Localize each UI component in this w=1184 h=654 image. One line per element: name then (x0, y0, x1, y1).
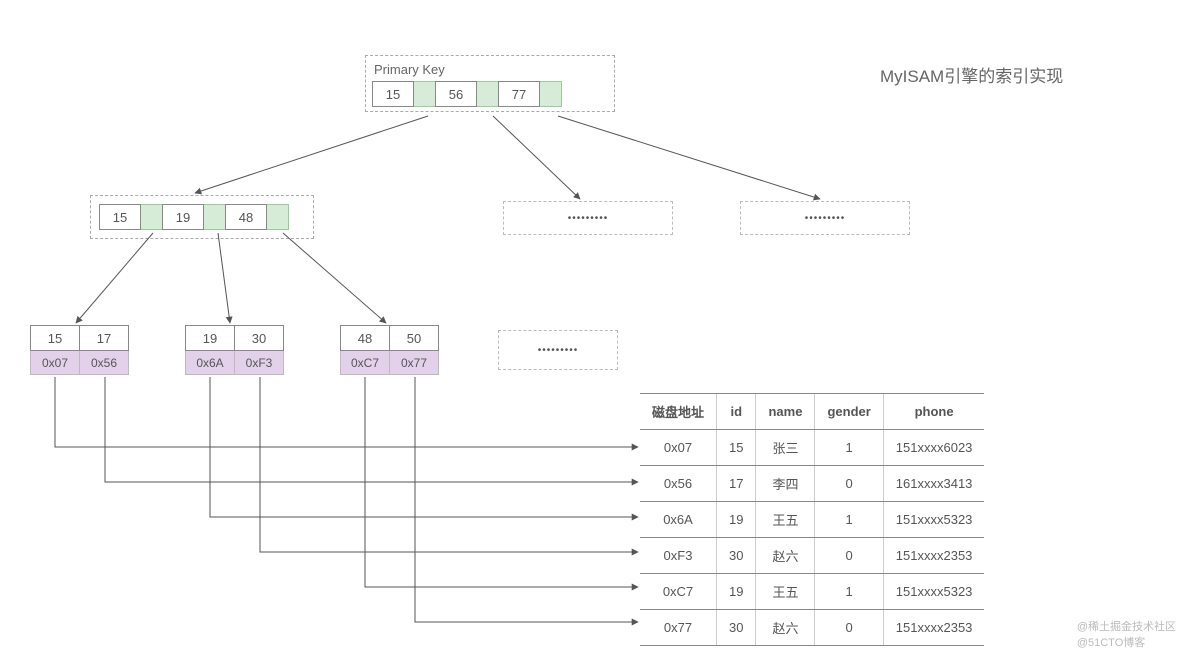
table-cell: 0 (815, 466, 883, 502)
table-cell: 151xxxx2353 (883, 610, 984, 646)
table-row: 0xF330赵六0151xxxx2353 (640, 538, 984, 574)
table-cell: 161xxxx3413 (883, 466, 984, 502)
btree-internal: 15 19 48 (90, 195, 314, 239)
table-cell: 151xxxx6023 (883, 430, 984, 466)
root-ptr (540, 81, 562, 107)
btree-leaf: 19 30 0x6A 0xF3 (185, 325, 284, 375)
table-cell: 0xF3 (640, 538, 717, 574)
leaf-addr: 0xC7 (340, 351, 390, 375)
child-ptr (204, 204, 226, 230)
table-cell: 30 (717, 538, 756, 574)
table-cell: 1 (815, 502, 883, 538)
table-cell: 30 (717, 610, 756, 646)
leaf-key: 19 (185, 325, 235, 351)
root-key: 15 (372, 81, 414, 107)
table-row: 0xC719王五1151xxxx5323 (640, 574, 984, 610)
col-addr: 磁盘地址 (640, 394, 717, 430)
table-cell: 王五 (756, 574, 815, 610)
table-cell: 王五 (756, 502, 815, 538)
table-cell: 0 (815, 538, 883, 574)
table-cell: 张三 (756, 430, 815, 466)
col-gender: gender (815, 394, 883, 430)
col-phone: phone (883, 394, 984, 430)
placeholder-node: ••••••••• (503, 201, 673, 235)
table-cell: 19 (717, 574, 756, 610)
data-table: 磁盘地址 id name gender phone 0x0715张三1151xx… (640, 393, 984, 646)
table-row: 0x7730赵六0151xxxx2353 (640, 610, 984, 646)
root-ptr (477, 81, 499, 107)
root-ptr (414, 81, 436, 107)
table-header-row: 磁盘地址 id name gender phone (640, 394, 984, 430)
table-cell: 17 (717, 466, 756, 502)
page-title: MyISAM引擎的索引实现 (880, 62, 1063, 87)
table-row: 0x6A19王五1151xxxx5323 (640, 502, 984, 538)
root-key: 77 (498, 81, 540, 107)
table-cell: 151xxxx2353 (883, 538, 984, 574)
table-row: 0x0715张三1151xxxx6023 (640, 430, 984, 466)
child-ptr (267, 204, 289, 230)
table-cell: 151xxxx5323 (883, 574, 984, 610)
table-cell: 19 (717, 502, 756, 538)
table-cell: 0x6A (640, 502, 717, 538)
placeholder-node: ••••••••• (740, 201, 910, 235)
root-key: 56 (435, 81, 477, 107)
table-cell: 赵六 (756, 538, 815, 574)
child-key: 48 (225, 204, 267, 230)
table-cell: 1 (815, 574, 883, 610)
table-cell: 赵六 (756, 610, 815, 646)
table-cell: 0 (815, 610, 883, 646)
leaf-addr: 0x6A (185, 351, 235, 375)
col-name: name (756, 394, 815, 430)
table-cell: 151xxxx5323 (883, 502, 984, 538)
btree-root: Primary Key 15 56 77 (365, 55, 615, 112)
btree-leaf: 15 17 0x07 0x56 (30, 325, 129, 375)
table-row: 0x5617李四0161xxxx3413 (640, 466, 984, 502)
table-cell: 0x77 (640, 610, 717, 646)
btree-leaf: 48 50 0xC7 0x77 (340, 325, 439, 375)
child-key: 15 (99, 204, 141, 230)
table-cell: 15 (717, 430, 756, 466)
child-key: 19 (162, 204, 204, 230)
leaf-key: 30 (234, 325, 284, 351)
table-cell: 0x07 (640, 430, 717, 466)
root-label: Primary Key (374, 62, 608, 77)
leaf-key: 48 (340, 325, 390, 351)
table-cell: 0xC7 (640, 574, 717, 610)
child-ptr (141, 204, 163, 230)
placeholder-leaf: ••••••••• (498, 330, 618, 370)
leaf-addr: 0x07 (30, 351, 80, 375)
leaf-key: 17 (79, 325, 129, 351)
table-cell: 0x56 (640, 466, 717, 502)
leaf-key: 50 (389, 325, 439, 351)
leaf-addr: 0x56 (79, 351, 129, 375)
leaf-key: 15 (30, 325, 80, 351)
table-cell: 李四 (756, 466, 815, 502)
table-cell: 1 (815, 430, 883, 466)
leaf-addr: 0x77 (389, 351, 439, 375)
leaf-addr: 0xF3 (234, 351, 284, 375)
col-id: id (717, 394, 756, 430)
watermark: @稀土掘金技术社区 @51CTO博客 (1077, 618, 1176, 650)
